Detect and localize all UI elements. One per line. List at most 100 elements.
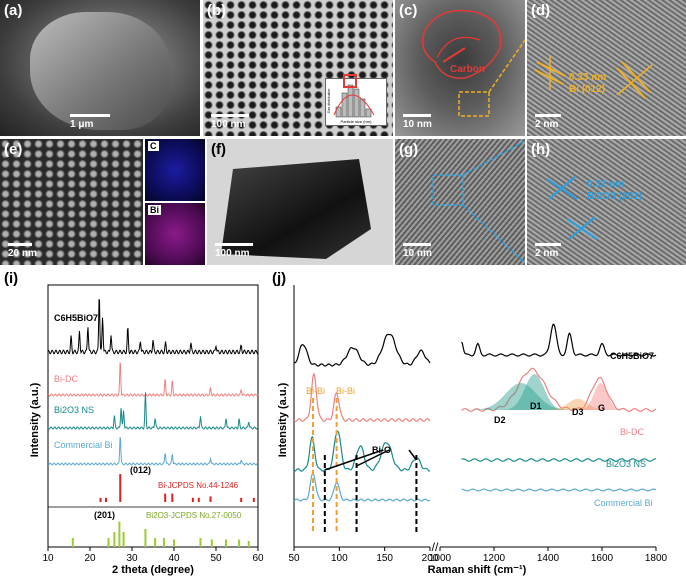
- xrd-label-commercial: Commercial Bi: [54, 440, 113, 450]
- xrd-line-commercial_bi: [47, 436, 258, 466]
- carbon-annotation: Carbon: [450, 64, 485, 75]
- xrd-tick-label-20: 20: [84, 553, 96, 564]
- scale-text-c: 10 nm: [403, 119, 432, 130]
- xrd-tick-label-50: 50: [210, 553, 222, 564]
- panel-label-c: (c): [399, 2, 418, 19]
- raman-tick-label-l-200: 200: [422, 553, 439, 564]
- scale-text-d: 2 nm: [535, 119, 559, 130]
- raman-axis-break: //: [432, 540, 439, 554]
- panel-b-tem-image: Particle size (nm) Size distribution (b)…: [203, 0, 393, 136]
- scale-text-f: 100 nm: [215, 248, 250, 259]
- panel-label-b: (b): [207, 2, 227, 19]
- raman-tick-label-l-50: 50: [288, 553, 300, 564]
- zoom-box-b: [343, 74, 357, 88]
- panel-h-hrtem-image: 0.32 nm Bi2O3 (201) (h) 2 nm: [527, 139, 686, 265]
- panel-a-sem-image: (a) 1 μm: [0, 0, 200, 136]
- raman-fit-d3: D3: [572, 407, 584, 417]
- raman-band-bibi-2: Bi-Bi: [336, 386, 355, 396]
- raman-tick-label-l-100: 100: [331, 553, 348, 564]
- scale-text-e: 20 nm: [8, 248, 37, 259]
- raman-tick-label-r-1000: 1000: [429, 553, 452, 564]
- eds-map-carbon: C: [145, 139, 205, 201]
- xrd-reference-group: [71, 474, 255, 547]
- raman-tick-label-r-1600: 1600: [591, 553, 614, 564]
- scale-text-h: 2 nm: [535, 248, 559, 259]
- raman-tick-label-l-150: 150: [376, 553, 393, 564]
- raman-tick-label-r-1400: 1400: [537, 553, 560, 564]
- h-plane-text: Bi2O3 (201): [587, 191, 643, 202]
- xrd-label-bi2o3: Bi2O3 NS: [54, 405, 94, 415]
- raman-series-group: [293, 323, 657, 532]
- raman-bio-arrow-1: [356, 449, 390, 467]
- raman-line-left-bi_dc: [293, 372, 431, 422]
- raman-label-bi-dc: Bi-DC: [620, 427, 644, 437]
- panel-label-e: (e): [4, 141, 23, 158]
- panel-label-h: (h): [531, 141, 551, 158]
- xrd-line-precursor: [47, 299, 259, 355]
- raman-line-left-commercial_bi: [293, 472, 431, 502]
- scale-bar-g: 10 nm: [403, 243, 432, 259]
- raman-fit-g: G: [598, 403, 605, 413]
- inset-histogram: Particle size (nm) Size distribution: [327, 84, 375, 124]
- raman-band-bio: Bi-O: [372, 445, 391, 455]
- panel-e-stem-image: (e) 20 nm: [0, 139, 143, 265]
- panel-label-g: (g): [399, 141, 419, 158]
- panel-g-hrtem-image: (g) 10 nm: [395, 139, 525, 265]
- xrd-peak-201: (201): [94, 510, 115, 520]
- zoom-box-g: [432, 140, 525, 264]
- raman-xlabel: Raman shift (cm⁻¹): [428, 564, 527, 576]
- raman-fit-d1: D1: [530, 401, 542, 411]
- eds-map-bismuth: Bi: [145, 203, 205, 265]
- scale-text-g: 10 nm: [403, 248, 432, 259]
- raman-line-right-bi2o3: [461, 458, 656, 462]
- raman-line-left-precursor: [293, 333, 431, 367]
- xrd-plot-frame: [47, 284, 259, 548]
- raman-fit-band-d2: [461, 383, 635, 410]
- panel-label-i: (i): [4, 270, 19, 287]
- lattice-annotation-h: [546, 176, 598, 240]
- xrd-label-precursor: C6H5BiO7: [54, 313, 98, 323]
- sem-particle: [30, 12, 170, 130]
- panel-label-d: (d): [531, 2, 551, 19]
- raman-bio-arrow-0: [324, 449, 384, 471]
- raman-label-commercial: Commercial Bi: [594, 498, 653, 508]
- raman-line-right-commercial_bi: [461, 488, 657, 492]
- raman-line-right-bi_dc: [461, 367, 657, 412]
- xrd-label-bi-dc: Bi-DC: [54, 374, 78, 384]
- xrd-peak-012: (012): [130, 465, 151, 475]
- panel-c-hrtem-image: Carbon (c) 10 nm: [395, 0, 525, 136]
- raman-label-bi2o3: Bi2O3 NS: [606, 459, 646, 469]
- xrd-chart: 10 20 30 40 50 60 Intensity (a.u.) 2 theta (d…: [29, 284, 264, 576]
- scale-text-b: 100 nm: [211, 119, 246, 130]
- panel-f-tem-image: (f) 100 nm: [207, 139, 393, 265]
- xrd-tick-label-40: 40: [168, 553, 180, 564]
- raman-bio-arrow-2: [408, 449, 418, 461]
- raman-band-bibi-1: Bi-Bi: [306, 386, 325, 396]
- panel-label-j: (j): [272, 270, 287, 287]
- scale-bar-h: 2 nm: [535, 243, 561, 259]
- raman-fit-d2: D2: [494, 415, 506, 425]
- raman-fit-band-d3: [461, 398, 635, 410]
- inset-ylabel: Size distribution: [327, 89, 331, 114]
- raman-tick-label-r-1800: 1800: [645, 553, 668, 564]
- d-spacing-text: 0.33 nm: [569, 72, 607, 83]
- eds-label-bi: Bi: [148, 205, 161, 215]
- lattice-annotation-d: [534, 56, 653, 99]
- xrd-series-group: [47, 299, 259, 466]
- raman-ylabel: Intensity (a.u.): [277, 382, 289, 457]
- scale-bar-a: 1 μm: [70, 114, 110, 130]
- xrd-tick-label-60: 60: [252, 553, 264, 564]
- raman-label-precursor: C6H5BiO7: [610, 351, 654, 361]
- raman-tick-label-r-1200: 1200: [483, 553, 506, 564]
- scale-text-a: 1 μm: [70, 119, 94, 130]
- xrd-line-bi2o3: [47, 392, 259, 430]
- raman-line-right-precursor: [461, 323, 657, 357]
- xrd-ylabel: Intensity (a.u.): [29, 382, 41, 457]
- xrd-label-ref-bi2o3: Bi2O3-JCPDS No.27-0050: [146, 511, 242, 520]
- xrd-label-ref-bi: Bi-JCPDS No.44-1246: [158, 481, 239, 490]
- scale-bar-f: 100 nm: [215, 243, 253, 259]
- scale-bar-c: 10 nm: [403, 114, 432, 130]
- panel-label-a: (a): [4, 2, 23, 19]
